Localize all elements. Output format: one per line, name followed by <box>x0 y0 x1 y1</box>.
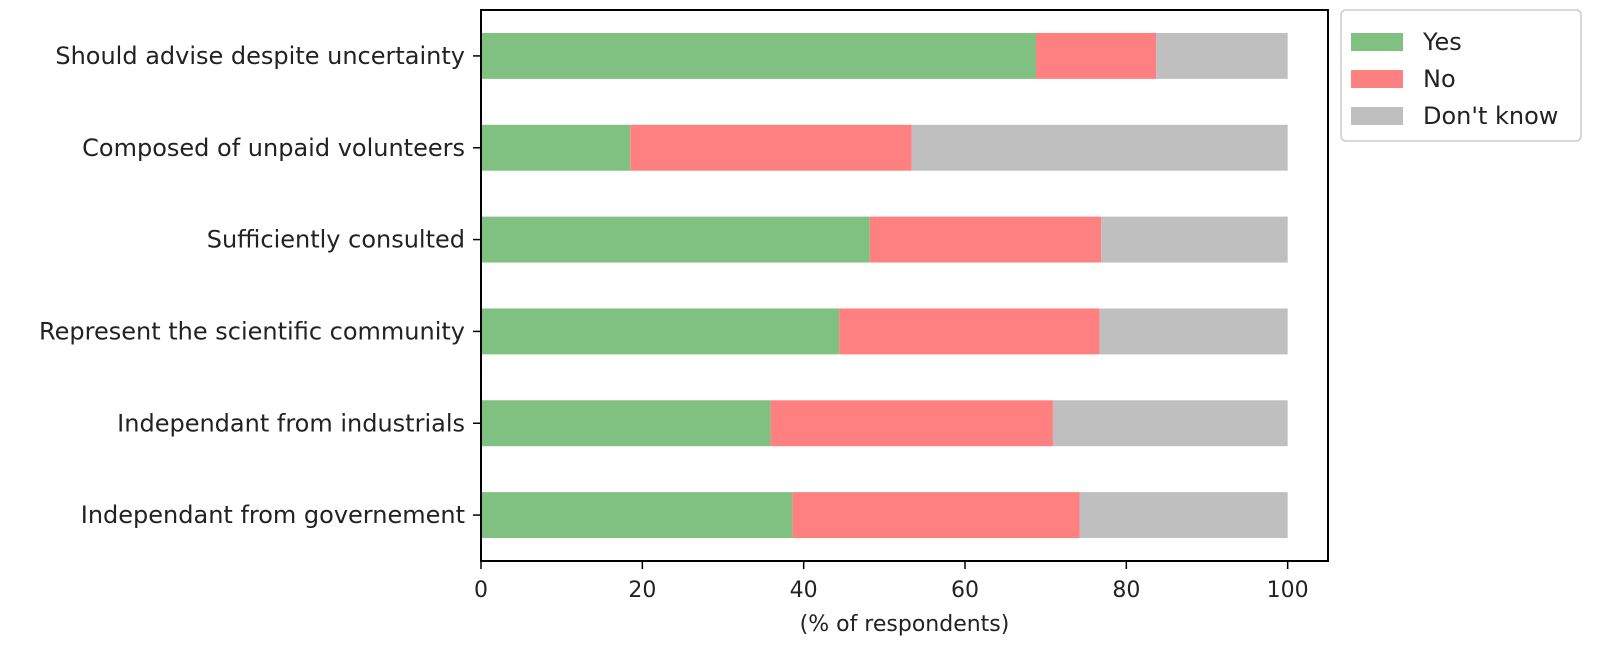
bar-segment-yes-4 <box>481 400 771 447</box>
plot-frame <box>480 9 1329 562</box>
x-axis: 0 20 40 60 80 100 <box>474 561 1309 603</box>
bar-segment-don-t-know-1 <box>911 124 1288 171</box>
x-tick-label: 100 <box>1267 578 1309 603</box>
category-labels: Should advise despite uncertainty Compose… <box>39 42 481 529</box>
bar-segment-yes-2 <box>481 216 870 263</box>
category-label: Represent the scientific community <box>39 317 465 345</box>
bar-segment-no-1 <box>630 124 912 171</box>
legend-swatch <box>1351 107 1403 125</box>
x-tick-label: 20 <box>628 578 656 603</box>
bar-segment-don-t-know-5 <box>1079 492 1288 539</box>
bar-segment-don-t-know-0 <box>1156 32 1288 79</box>
legend-swatch <box>1351 70 1403 88</box>
x-tick-label: 80 <box>1112 578 1140 603</box>
bar-segment-don-t-know-2 <box>1101 216 1288 263</box>
bar-segment-yes-1 <box>481 124 631 171</box>
legend-label: No <box>1423 65 1456 93</box>
legend: Yes No Don't know <box>1340 9 1582 142</box>
x-axis-title: (% of respondents) <box>800 612 1010 637</box>
category-label: Independant from governement <box>81 501 465 529</box>
bar-segment-no-2 <box>869 216 1102 263</box>
category-label: Should advise despite uncertainty <box>55 42 465 70</box>
bar-segment-yes-3 <box>481 308 840 355</box>
legend-label: Yes <box>1422 28 1462 56</box>
bar-segment-yes-0 <box>481 32 1036 79</box>
bar-segment-no-3 <box>839 308 1100 355</box>
x-tick-label: 60 <box>951 578 979 603</box>
legend-swatch <box>1351 33 1403 51</box>
legend-label: Don't know <box>1423 102 1558 130</box>
bar-segment-yes-5 <box>481 492 793 539</box>
x-tick-label: 40 <box>790 578 818 603</box>
category-label: Sufficiently consulted <box>207 226 465 254</box>
bar-segment-no-5 <box>792 492 1080 539</box>
x-tick-label: 0 <box>474 578 488 603</box>
category-label: Composed of unpaid volunteers <box>82 134 465 162</box>
bar-segment-don-t-know-3 <box>1099 308 1288 355</box>
bar-segment-don-t-know-4 <box>1052 400 1288 447</box>
bar-segment-no-0 <box>1035 32 1157 79</box>
category-label: Independant from industrials <box>117 409 465 437</box>
bars-layer <box>481 32 1288 539</box>
bar-segment-no-4 <box>770 400 1053 447</box>
